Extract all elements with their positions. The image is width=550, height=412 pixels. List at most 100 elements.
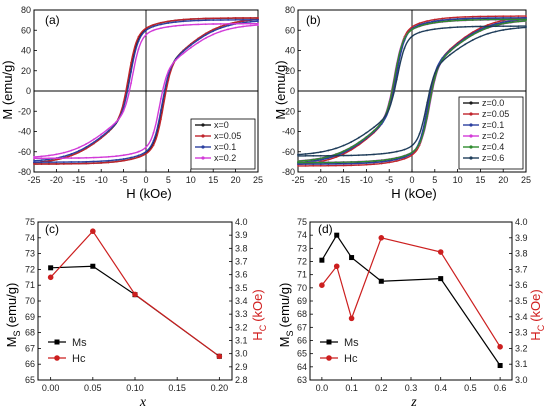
panel-b-loop-point (502, 25, 505, 28)
panel-a-loop-point (212, 33, 215, 36)
panel-b-loop-point (373, 163, 375, 166)
panel-a-loop-point (167, 73, 170, 76)
panel-b-loop-point (494, 23, 497, 25)
panel-b-loop-point (380, 119, 383, 122)
panel-d-hc-point (497, 344, 503, 350)
panel-c-y2label-sub: C (258, 324, 268, 331)
panel-a-loop-point (227, 18, 230, 21)
panel-a-legend-marker (201, 134, 205, 138)
ms-hc-panel-d: (d) z MS (emu/g) HC (kOe) 0.0 0.1 0.2 0.3 0.4 0… (277, 217, 546, 410)
panel-b-legend (458, 96, 524, 170)
panel-a-loop-point (227, 28, 230, 31)
panel-a-loop-point (33, 159, 35, 162)
panel-a-loop-point (107, 127, 110, 130)
panel-b-loop-point (487, 26, 489, 29)
panel-b-loop-point (342, 153, 345, 155)
panel-a-loop-point (167, 22, 170, 24)
panel-b-loop-point (403, 154, 406, 157)
panel-a-loop-point (137, 40, 140, 43)
panel-c-frame (37, 221, 233, 381)
panel-d-y2tick-label: 3.3 (515, 328, 528, 338)
panel-a-xtick-label: -25 (27, 175, 40, 185)
panel-b-loop-point (342, 164, 345, 167)
panel-b-loop-point (357, 136, 360, 139)
panel-d-hc-line (321, 237, 501, 348)
panel-d-ms-point (438, 276, 444, 282)
panel-d-ytick-label: 74 (297, 230, 307, 240)
panel-a-xtick-label: -15 (72, 175, 85, 185)
panel-b-loop-point (403, 148, 406, 151)
panel-a-ytick-label: 0 (26, 86, 31, 96)
panel-b-loop-point (388, 159, 391, 162)
panel-c-ytick-label: 74 (25, 233, 35, 243)
panel-a-loop-point (85, 156, 88, 159)
panel-a-loop-point (219, 27, 222, 29)
panel-a-loop-point (204, 37, 207, 39)
panel-b-xtick-label: 15 (475, 175, 485, 185)
panel-c-y2label: HC (kOe) (250, 289, 268, 340)
panel-b-loop-point (525, 18, 527, 21)
panel-b-loop-point (357, 141, 360, 144)
panel-d-y2label-sub: C (536, 324, 546, 331)
panel-a-loop-point (197, 19, 200, 22)
panel-b-loop-point (418, 23, 421, 26)
panel-b-loop-point (449, 50, 451, 53)
panel-b-loop-point (319, 158, 322, 161)
panel-b-loop-point (433, 20, 436, 23)
panel-a-loop-point (100, 156, 103, 159)
panel-b-loop-point (433, 28, 436, 31)
panel-a-loop-point (33, 161, 35, 164)
panel-a-legend-label: x=0.05 (214, 131, 241, 141)
panel-d-y2tick-label: 3.2 (515, 343, 528, 353)
panel-a-loop-point (137, 154, 140, 157)
panel-d-xtick-label: 0.0 (316, 383, 329, 393)
panel-a-loop-point (33, 157, 35, 160)
panel-b-loop-point (509, 27, 512, 30)
panel-d-hc-point (378, 235, 385, 241)
panel-b-loop-point (441, 20, 444, 23)
panel-a-loop-point (152, 139, 155, 142)
panel-b-legend-label: z=0.05 (482, 109, 509, 119)
panel-b-loop-point (357, 164, 360, 167)
panel-b-loop-point (494, 17, 497, 19)
panel-b-loop-point (304, 164, 307, 167)
panel-b-loop-point (297, 163, 299, 166)
panel-d-ms-point (319, 257, 325, 263)
panel-a-loop-point (130, 61, 132, 64)
panel-c-ytick-label: 68 (25, 328, 35, 338)
panel-b-loop-point (433, 18, 436, 21)
panel-b-ytick-label: -60 (282, 147, 295, 157)
panel-b-legend-label: z=0.1 (482, 120, 504, 130)
panel-a-loop-point (189, 44, 192, 47)
panel-b-loop-point (525, 15, 527, 18)
panel-a-loop-point (227, 22, 230, 25)
panel-a-loop-point (145, 146, 147, 149)
panel-b-loop-point (304, 154, 307, 157)
panel-a-loop-point (92, 141, 95, 144)
panel-d-y2tick-label: 3.0 (515, 375, 528, 385)
panel-b-loop-point (335, 163, 337, 165)
panel-a-loop-point (242, 18, 244, 21)
panel-a-loop-point (85, 143, 88, 145)
panel-b-loop-point (365, 162, 368, 164)
panel-b-loop-point (449, 26, 451, 29)
panel-b-loop-point (509, 25, 512, 28)
panel-c-ylabel-main: M (4, 336, 19, 347)
panel-a-loop-point (55, 161, 58, 164)
panel-b-loop-point (502, 21, 505, 24)
panel-a-ytick-label: 20 (21, 66, 31, 76)
panel-a-ytick-label: -40 (18, 127, 31, 137)
panel-b-loop-point (388, 158, 391, 161)
panel-b-loop-point (509, 18, 512, 21)
panel-d-legend-ms-label: Ms (344, 337, 359, 349)
panel-a-loop-point (174, 59, 177, 61)
panel-b-loop-point (327, 164, 330, 167)
panel-b-xtick-label: -20 (314, 175, 327, 185)
panel-d-ytick-label: 66 (297, 336, 307, 346)
panel-b-loop-point (335, 164, 337, 167)
panel-a-xtick-label: 10 (186, 175, 196, 185)
panel-c-ytick-label: 70 (25, 296, 35, 306)
panel-b-loop-point (335, 153, 337, 156)
panel-a-loop-point (204, 19, 207, 22)
panel-a-ytick-label: 40 (21, 46, 31, 56)
